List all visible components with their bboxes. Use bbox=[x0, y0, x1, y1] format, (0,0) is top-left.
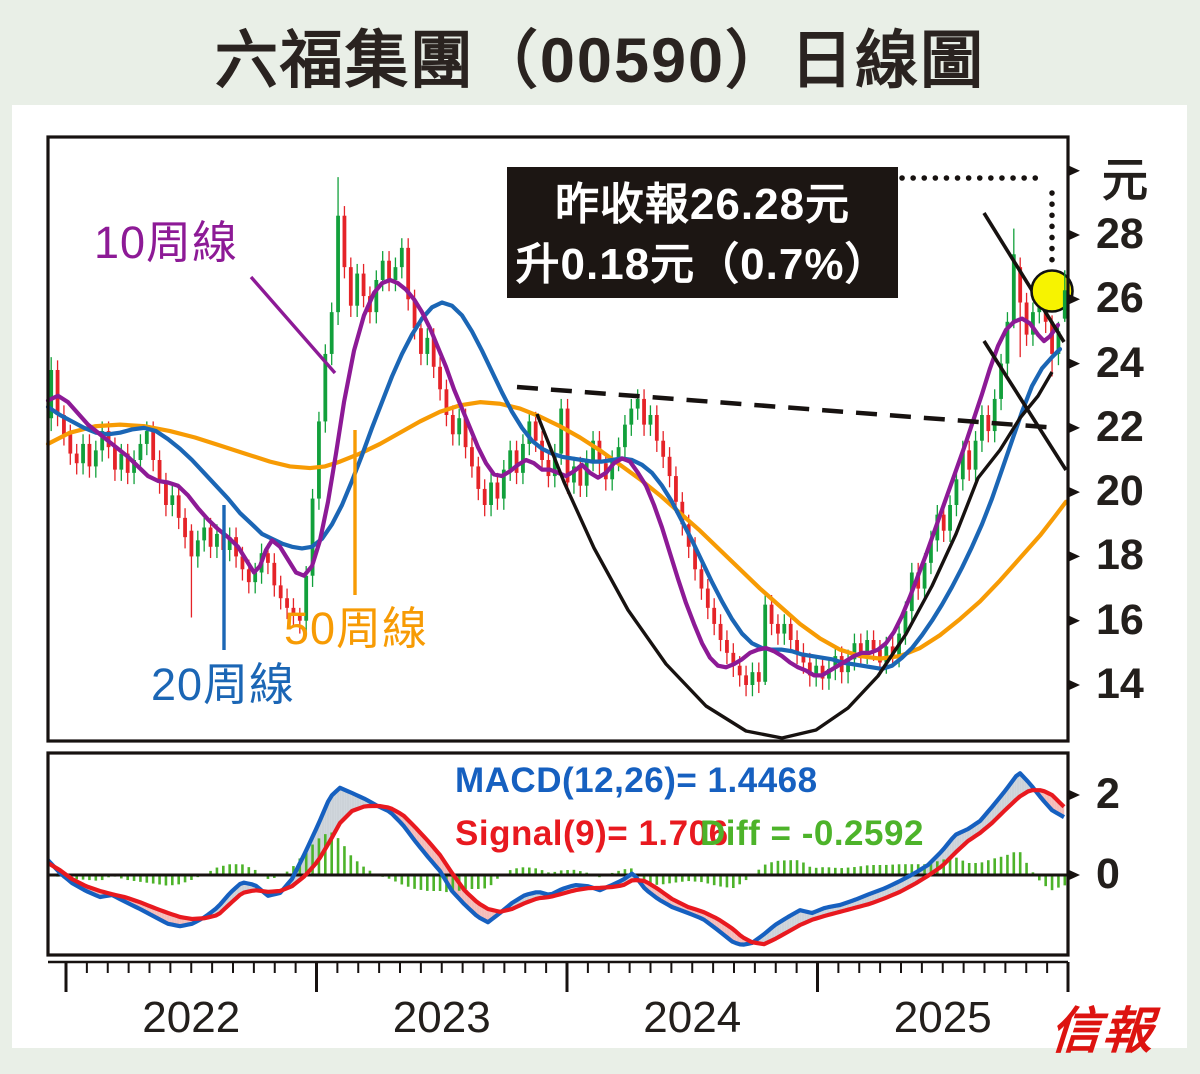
price-tick-label: 28 bbox=[1096, 210, 1144, 258]
price-tick-label: 24 bbox=[1096, 338, 1144, 387]
macd-tick-label: 2 bbox=[1096, 770, 1120, 818]
year-label: 2022 bbox=[142, 993, 241, 1042]
annotation-line2: 升0.18元（0.7%） bbox=[515, 239, 890, 289]
last-close-annotation: 昨收報26.28元 升0.18元（0.7%） bbox=[507, 167, 898, 298]
year-label: 2025 bbox=[893, 993, 992, 1042]
ma20-label: 20周線 bbox=[151, 659, 296, 710]
chart-title: 六福集團（00590）日線圖 bbox=[214, 26, 986, 96]
price-tick-label: 14 bbox=[1096, 660, 1144, 708]
year-label: 2024 bbox=[643, 993, 742, 1042]
year-label: 2023 bbox=[392, 993, 491, 1042]
price-tick-label: 20 bbox=[1096, 467, 1144, 516]
ma50-label: 50周線 bbox=[284, 603, 429, 654]
price-tick-label: 26 bbox=[1096, 274, 1144, 323]
signal-legend-value: Signal(9)= 1.706 bbox=[455, 814, 729, 853]
diff-legend-value: Diff = -0.2592 bbox=[700, 814, 924, 853]
price-axis-unit-label: 元 bbox=[1102, 154, 1148, 206]
ma10-label: 10周線 bbox=[94, 217, 239, 268]
price-tick-label: 18 bbox=[1096, 531, 1144, 580]
annotation-line1: 昨收報26.28元 bbox=[554, 180, 851, 229]
hkej-logo: 信報 bbox=[1048, 1001, 1157, 1060]
price-tick-label: 16 bbox=[1096, 595, 1144, 644]
price-tick-label: 22 bbox=[1096, 402, 1144, 451]
macd-legend-value: MACD(12,26)= 1.4468 bbox=[455, 761, 818, 800]
macd-tick-label: 0 bbox=[1096, 850, 1120, 898]
